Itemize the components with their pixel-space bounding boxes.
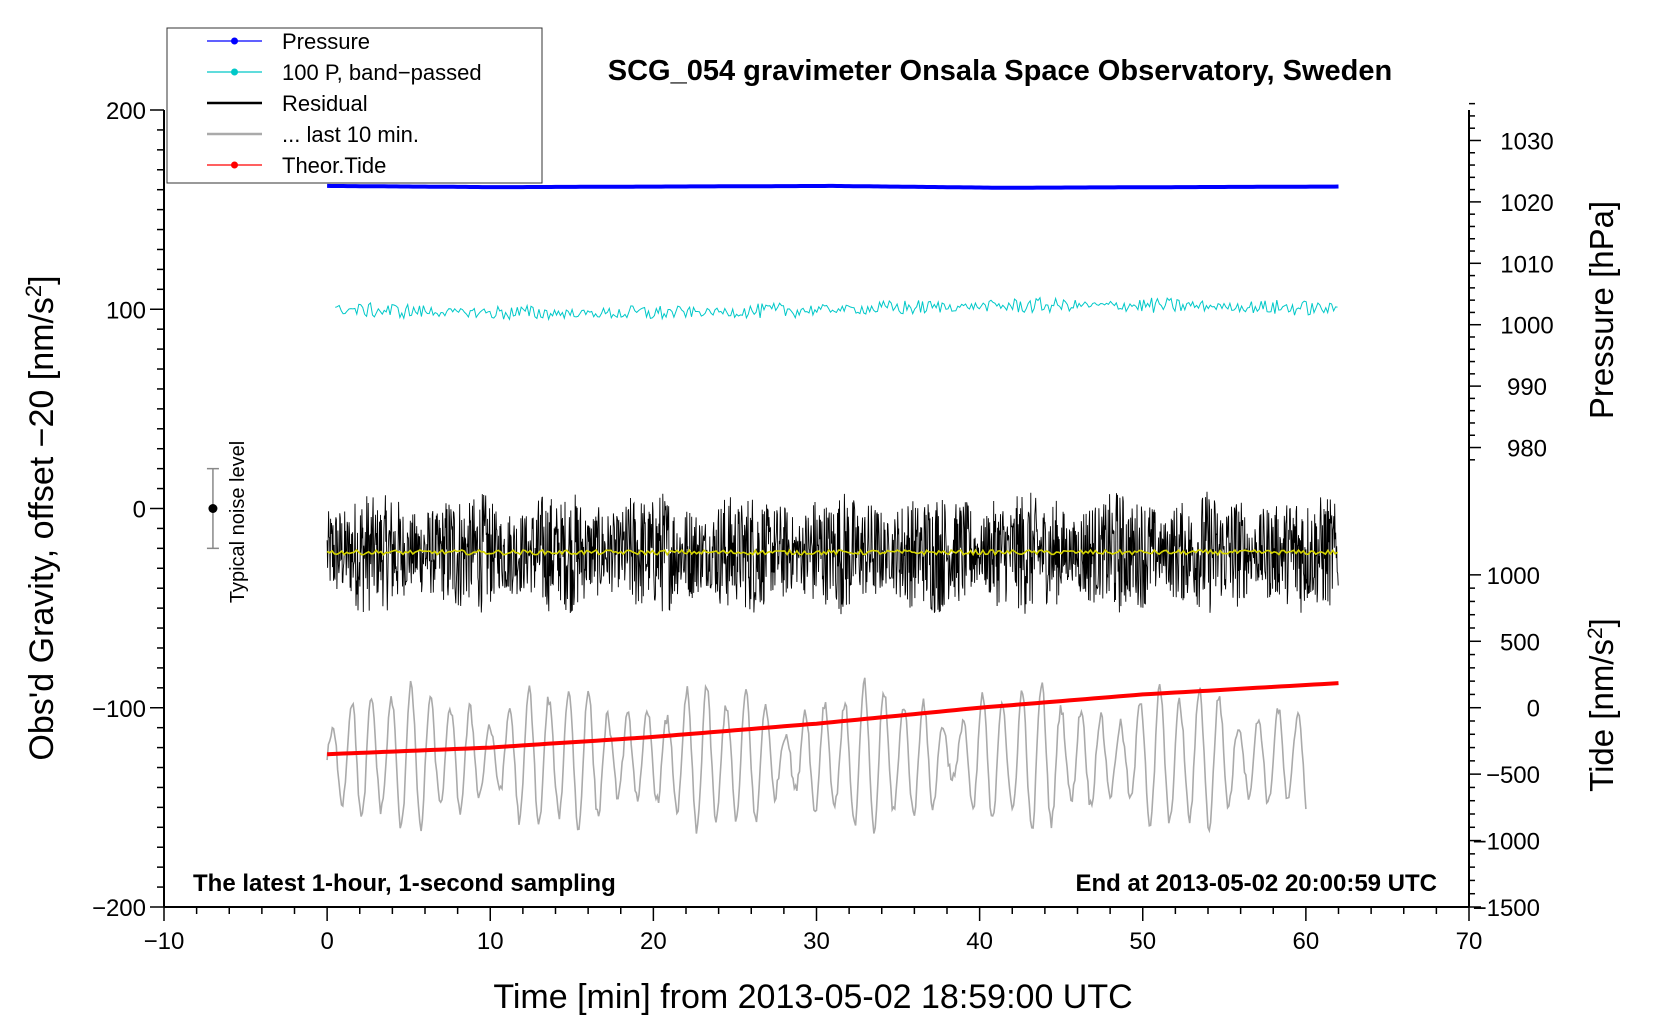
y-tick-label: −200	[92, 895, 146, 922]
y-axis-label-tide: Tide [nm/s2]	[1583, 618, 1620, 792]
x-tick-label: −10	[144, 928, 185, 955]
legend-label: Residual	[282, 91, 368, 116]
y-tick-label: −100	[92, 696, 146, 723]
y-tick-label: 0	[133, 497, 146, 524]
legend-box	[166, 27, 543, 184]
tide-tick-label: 0	[1527, 696, 1540, 723]
x-tick-label: 0	[320, 928, 333, 955]
noise-bar-center	[208, 504, 218, 513]
bottom-right-note: End at 2013-05-02 20:00:59 UTC	[1076, 870, 1438, 897]
series-residual-mean	[326, 548, 1339, 557]
pressure-tick-label: 1020	[1500, 190, 1553, 217]
series-last-10-min	[326, 677, 1307, 834]
noise-label: Typical noise level	[227, 441, 249, 603]
tide-tick-label: −1500	[1473, 895, 1540, 922]
x-axis-label: Time [min] from 2013-05-02 18:59:00 UTC	[493, 978, 1132, 1016]
legend-label: ... last 10 min.	[282, 122, 419, 147]
pressure-tick-label: 1000	[1500, 313, 1553, 340]
pressure-tick-label: 980	[1507, 436, 1547, 463]
series-layer	[326, 183, 1339, 834]
axes-layer: −10 0 10 20 30 40 50 60 70−200−10001002009809901…	[92, 98, 1554, 955]
x-tick-label: 50	[1129, 928, 1156, 955]
legend-label: Pressure	[282, 29, 370, 54]
x-tick-label: 30	[803, 928, 830, 955]
legend-marker	[231, 37, 238, 45]
legend-marker	[231, 68, 238, 76]
tide-tick-label: −500	[1486, 762, 1540, 789]
legend-label: Theor.Tide	[282, 153, 386, 178]
y-axis-label-main: Obs'd Gravity, offset −20 [nm/s2]	[21, 275, 62, 760]
x-tick-label: 10	[477, 928, 504, 955]
y-tick-label: 200	[106, 98, 146, 125]
pressure-tick-label: 1030	[1500, 128, 1553, 155]
legend-marker	[231, 161, 238, 169]
tide-tick-label: 500	[1500, 629, 1540, 656]
series-pressure	[327, 183, 1339, 190]
series-residual	[326, 491, 1339, 615]
y-tick-label: 100	[106, 297, 146, 324]
x-tick-label: 60	[1293, 928, 1320, 955]
tide-tick-label: −1000	[1473, 829, 1540, 856]
series-pressure-bandpassed	[335, 296, 1338, 322]
bottom-left-note: The latest 1-hour, 1-second sampling	[193, 870, 616, 897]
pressure-tick-label: 1010	[1500, 251, 1553, 278]
legend: Pressure 100 P, band−passed Residual ... la…	[166, 27, 543, 184]
tide-tick-label: 1000	[1487, 563, 1540, 590]
x-tick-label: 70	[1456, 928, 1483, 955]
x-tick-label: 20	[640, 928, 667, 955]
pressure-tick-label: 990	[1507, 374, 1547, 401]
y-axis-label-pressure: Pressure [hPa]	[1583, 201, 1620, 419]
series-theoretical-tide	[327, 681, 1339, 757]
legend-label: 100 P, band−passed	[282, 60, 482, 85]
x-tick-label: 40	[966, 928, 993, 955]
chart-title: SCG_054 gravimeter Onsala Space Observat…	[608, 55, 1392, 87]
